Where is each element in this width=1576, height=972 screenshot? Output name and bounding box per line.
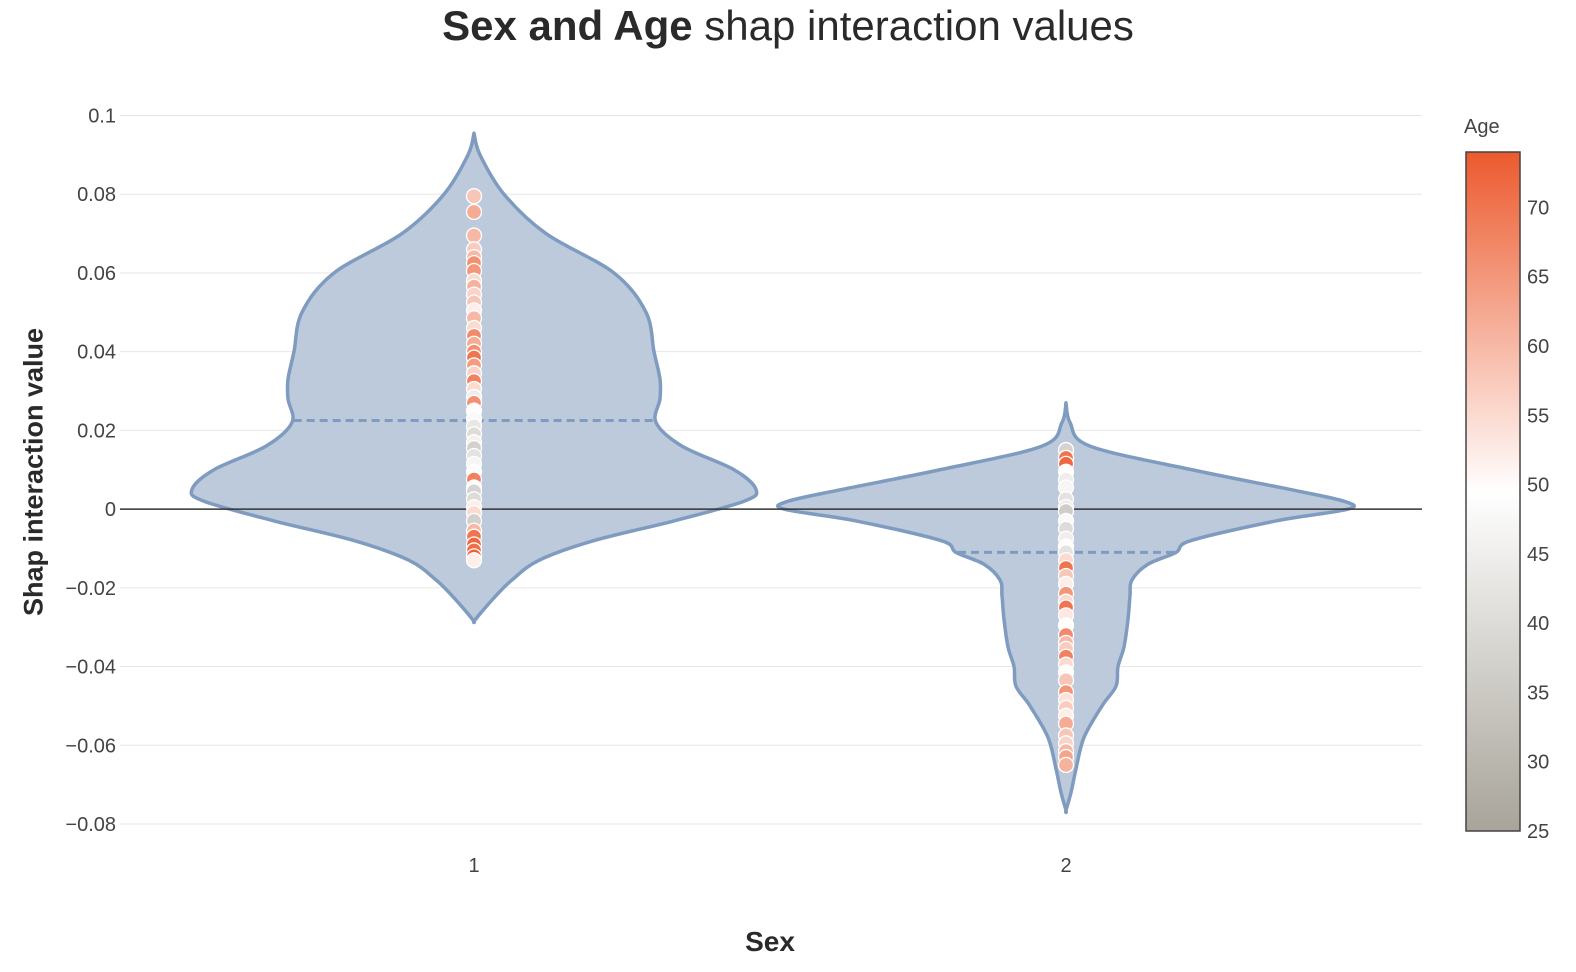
y-tick-label: 0.04: [77, 342, 116, 364]
chart-title: Sex and Age shap interaction values: [0, 2, 1576, 50]
y-axis-label: Shap interaction value: [18, 327, 49, 617]
colorbar-title: Age: [1464, 116, 1500, 138]
colorbar-tick-label: 30: [1527, 752, 1549, 774]
data-point: [465, 188, 483, 205]
y-tick-label: 0.02: [77, 420, 116, 442]
y-tick-label: −0.04: [65, 657, 116, 679]
data-point: [465, 552, 483, 569]
age-colorbar: 25 30 35 40 45 50 55 60 65 70: [1465, 151, 1549, 843]
y-tick-label: 0: [105, 499, 116, 521]
y-tick-labels: 0.1 0.08 0.06 0.04 0.02 0 −0.02 −0.04 −0.06 −0.08: [65, 106, 116, 837]
colorbar-tick-label: 40: [1527, 613, 1549, 635]
violins: [189, 131, 1357, 815]
colorbar-tick-label: 45: [1527, 544, 1549, 566]
chart-title-bold: Sex and Age: [442, 2, 693, 49]
data-points: [465, 188, 1075, 774]
y-tick-label: 0.1: [88, 106, 116, 128]
colorbar-gradient: [1465, 151, 1521, 832]
y-tick-label: −0.08: [65, 814, 116, 836]
y-tick-label: 0.08: [77, 184, 116, 206]
colorbar-tick-label: 70: [1527, 197, 1549, 219]
y-tick-label: −0.02: [65, 578, 116, 600]
data-point: [465, 227, 483, 244]
colorbar-tick-label: 65: [1527, 267, 1549, 289]
data-point: [1057, 756, 1075, 774]
y-tick-label: 0.06: [77, 263, 116, 285]
colorbar-tick-label: 55: [1527, 405, 1549, 427]
data-point: [465, 203, 483, 221]
chart-title-rest: shap interaction values: [692, 2, 1134, 49]
colorbar-tick-label: 60: [1527, 336, 1549, 358]
y-tick-label: −0.06: [65, 735, 116, 757]
x-tick-label: 2: [1060, 855, 1071, 877]
colorbar-tick-label: 50: [1527, 475, 1549, 497]
colorbar-tick-label: 25: [1527, 821, 1549, 843]
x-tick-label: 1: [468, 855, 479, 877]
colorbar-tick-label: 35: [1527, 682, 1549, 704]
x-axis-label: Sex: [745, 926, 795, 957]
